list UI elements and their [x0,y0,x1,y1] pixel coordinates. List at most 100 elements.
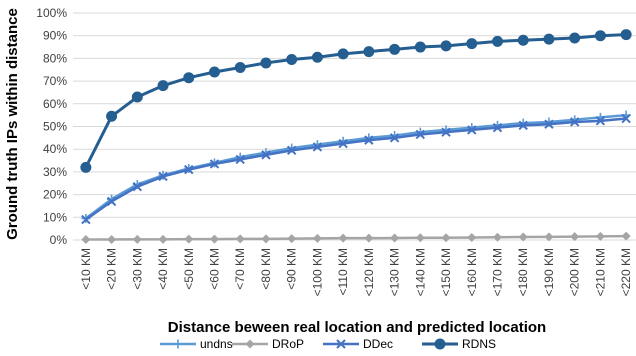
data-point [235,154,245,165]
data-point [569,32,581,44]
data-point [492,122,503,133]
x-tick-label: <70 KM [233,248,247,290]
data-point [364,233,374,243]
legend-item-rdns: RDNS [422,337,496,351]
y-tick-label: 100% [36,6,67,20]
data-point [106,110,118,122]
series-ddec [81,113,631,225]
x-tick-label: <140 KM [413,248,427,296]
data-point [234,61,246,73]
data-point [235,234,245,244]
x-tick-label: <10 KM [79,248,93,290]
legend-label: DRoP [272,337,304,351]
data-point [286,145,297,156]
data-point [621,113,631,124]
y-tick-label: 10% [43,210,67,224]
data-point [543,33,555,45]
series-line [85,234,627,241]
data-point [311,51,323,63]
data-point [81,235,91,245]
data-point [183,72,195,84]
data-point [261,234,271,244]
data-point [338,233,348,243]
data-point [132,181,143,192]
x-tick-label: <200 KM [568,248,582,296]
x-tick-label: <220 KM [619,248,633,296]
series-group [80,29,632,245]
data-point [517,34,529,46]
data-point [570,232,580,242]
data-point [594,30,606,42]
series-undns [81,110,631,223]
legend-item-ddec: DDec [323,337,393,351]
x-tick-label: <100 KM [310,248,324,296]
data-point [210,234,219,244]
data-point [107,235,117,245]
x-tick-label: <160 KM [465,248,479,296]
data-point [466,38,478,50]
data-point [569,117,580,127]
data-point [595,231,605,241]
data-point [441,233,451,243]
x-tick-label: <110 KM [336,248,350,295]
data-point [389,133,400,143]
y-tick-label: 60% [43,97,67,111]
y-tick-label: 20% [43,188,67,202]
legend-marker [245,339,255,349]
data-point [441,127,451,137]
x-tick-label: <120 KM [362,248,376,296]
data-point [158,171,168,182]
legend-marker [173,339,183,349]
x-tick-label: <180 KM [516,248,530,296]
y-tick-label: 30% [43,165,67,179]
x-tick-label: <20 KM [105,248,119,290]
data-point [467,125,477,135]
data-point [158,234,168,244]
data-point [544,232,554,242]
legend-label: undns [200,337,233,351]
data-point [467,233,477,243]
series-line [84,33,627,169]
data-point [518,232,528,242]
y-tick-label: 40% [43,142,67,156]
data-point [287,234,297,244]
x-axis-ticks: <10 KM <20 KM <30 KM <40 KM <50 KM <60 KM <70 … [79,248,633,296]
data-point [312,233,322,243]
x-tick-label: <210 KM [593,248,607,296]
data-point [363,46,375,58]
series-line [85,113,627,220]
data-point [132,234,142,244]
y-tick-label: 80% [43,51,67,65]
y-tick-label: 50% [43,120,67,134]
data-point [209,159,220,169]
data-point [261,150,271,160]
x-tick-label: <90 KM [285,248,299,290]
y-axis-ticks: 0% 10% 20% 30% 40% 50% 60% 70% 80% 90% 100% [36,6,67,247]
x-tick-label: <150 KM [439,248,453,296]
data-point [620,29,632,41]
data-point [595,116,606,126]
data-point [389,43,401,55]
data-point [518,120,528,131]
data-point [440,40,452,52]
legend-item-drop: DRoP [232,337,304,351]
legend-label: DDec [363,337,393,351]
data-point [415,233,425,243]
data-point [106,196,117,207]
data-point [286,54,298,66]
data-point [621,231,631,241]
data-point [184,234,194,244]
y-tick-label: 70% [43,74,67,88]
data-point [337,48,349,60]
x-tick-label: <130 KM [388,248,402,296]
data-point [414,41,426,53]
data-point [260,57,272,69]
series-line [85,117,627,221]
x-tick-label: <50 KM [182,248,196,290]
x-tick-label: <40 KM [156,248,170,290]
data-point [364,135,374,145]
series-rdns [80,29,632,173]
data-point [209,66,220,78]
series-drop [81,231,631,245]
